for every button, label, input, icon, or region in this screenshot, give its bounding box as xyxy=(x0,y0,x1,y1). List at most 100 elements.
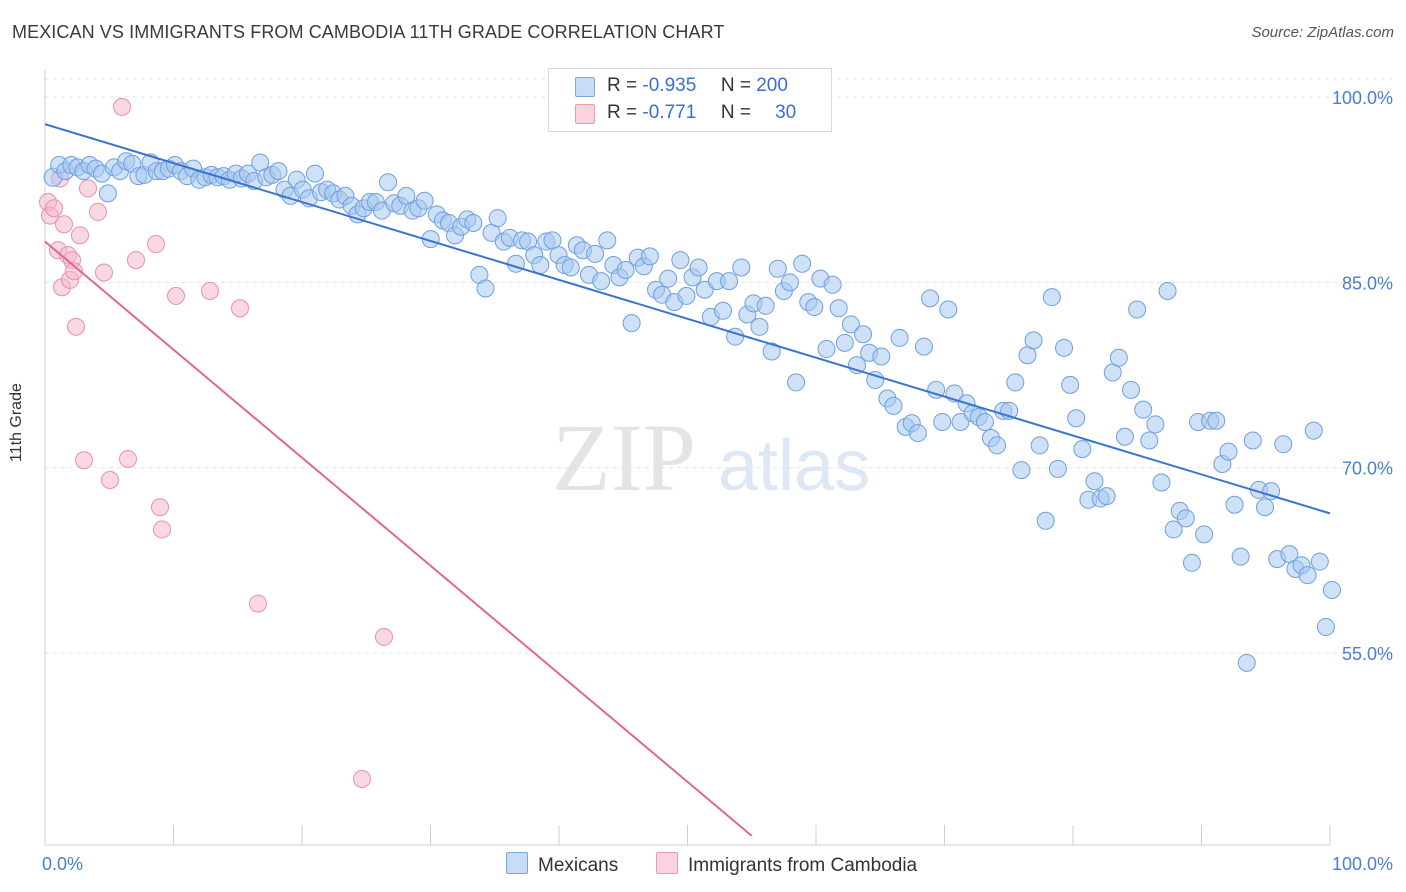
point-mexicans xyxy=(933,412,952,431)
point-cambodia xyxy=(65,262,83,281)
point-mexicans xyxy=(1024,331,1043,350)
point-mexicans xyxy=(1256,498,1274,517)
point-mexicans xyxy=(1012,461,1031,480)
point-mexicans xyxy=(1097,487,1116,506)
point-mexicans xyxy=(835,333,854,352)
point-cambodia xyxy=(79,179,97,198)
bottom-legend-label-cambodia: Immigrants from Cambodia xyxy=(688,855,918,876)
point-mexicans xyxy=(561,258,580,277)
point-mexicans xyxy=(1243,431,1262,450)
point-mexicans xyxy=(866,370,885,389)
point-mexicans xyxy=(732,258,751,277)
point-mexicans xyxy=(817,340,836,359)
legend-n-label: N = xyxy=(720,75,751,96)
point-mexicans xyxy=(305,164,324,183)
legend-swatch-mexicans xyxy=(575,77,595,97)
point-cambodia xyxy=(119,450,137,469)
legend-r-value: -0.771 xyxy=(642,102,697,123)
point-mexicans xyxy=(476,279,495,298)
point-mexicans xyxy=(1048,459,1067,478)
point-mexicans xyxy=(854,325,873,344)
point-mexicans xyxy=(506,254,525,273)
bottom-legend-label-mexicans: Mexicans xyxy=(538,855,619,876)
point-mexicans xyxy=(805,298,824,317)
point-mexicans xyxy=(622,314,641,333)
x-tick-label-max: 100.0% xyxy=(1332,854,1393,874)
legend-r-label: R = xyxy=(607,75,638,96)
legend-text-mexicans: R = -0.935 N = 200 xyxy=(607,75,788,97)
trendline-cambodia xyxy=(44,240,753,837)
bottom-legend-mexicans: Mexicans xyxy=(506,852,618,877)
point-mexicans xyxy=(1237,653,1256,672)
point-cambodia xyxy=(153,520,171,539)
point-cambodia xyxy=(147,235,165,254)
point-mexicans xyxy=(1231,547,1250,566)
point-mexicans xyxy=(988,436,1007,455)
point-mexicans xyxy=(939,300,958,319)
point-mexicans xyxy=(975,412,994,431)
point-mexicans xyxy=(756,296,775,315)
y-tick-label: 55.0% xyxy=(1342,644,1393,664)
point-mexicans xyxy=(1030,436,1049,455)
point-mexicans xyxy=(1042,288,1061,307)
point-cambodia xyxy=(127,251,145,270)
point-mexicans xyxy=(713,301,732,320)
chart-source: Source: ZipAtlas.com xyxy=(1251,24,1394,41)
point-mexicans xyxy=(1176,509,1195,528)
bottom-legend-cambodia: Immigrants from Cambodia xyxy=(656,852,917,877)
point-mexicans xyxy=(598,231,617,250)
bottom-legend-swatch-cambodia xyxy=(656,852,678,874)
watermark-atlas: atlas xyxy=(718,426,870,506)
legend-r-label: R = xyxy=(607,102,638,123)
point-mexicans xyxy=(689,258,708,277)
point-cambodia xyxy=(167,286,185,305)
y-tick-label: 100.0% xyxy=(1332,88,1393,108)
point-cambodia xyxy=(71,226,89,245)
point-mexicans xyxy=(787,373,806,392)
point-mexicans xyxy=(1310,552,1329,571)
point-mexicans xyxy=(640,247,659,266)
point-mexicans xyxy=(762,342,781,361)
point-cambodia xyxy=(95,263,113,282)
point-cambodia xyxy=(75,451,93,470)
legend-text-cambodia: R = -0.771 N = 30 xyxy=(607,102,796,124)
legend-n-value: 200 xyxy=(756,75,788,96)
point-mexicans xyxy=(677,286,696,305)
point-cambodia xyxy=(113,97,131,116)
point-mexicans xyxy=(823,275,842,294)
point-mexicans xyxy=(1006,373,1025,392)
point-mexicans xyxy=(908,424,927,443)
point-cambodia xyxy=(55,215,73,234)
point-mexicans xyxy=(1152,473,1171,492)
point-mexicans xyxy=(921,289,940,308)
point-mexicans xyxy=(464,214,483,233)
point-mexicans xyxy=(659,269,678,288)
point-mexicans xyxy=(1304,421,1323,440)
y-tick-label: 70.0% xyxy=(1342,459,1393,479)
point-mexicans xyxy=(1207,411,1226,430)
point-mexicans xyxy=(1274,435,1293,454)
point-cambodia xyxy=(45,199,63,218)
point-mexicans xyxy=(1146,415,1165,434)
point-mexicans xyxy=(1134,400,1153,419)
point-mexicans xyxy=(379,173,398,192)
point-mexicans xyxy=(1219,442,1238,461)
point-mexicans xyxy=(927,380,946,399)
point-mexicans xyxy=(415,191,434,210)
point-mexicans xyxy=(1262,482,1281,501)
point-mexicans xyxy=(829,299,848,318)
point-mexicans xyxy=(780,273,799,292)
point-mexicans xyxy=(671,251,690,270)
point-mexicans xyxy=(750,317,769,336)
point-mexicans xyxy=(768,259,787,278)
point-mexicans xyxy=(488,209,507,228)
point-cambodia xyxy=(151,498,169,517)
point-mexicans xyxy=(1164,520,1183,539)
correlation-legend: R = -0.935 N = 200 R = -0.771 N = 30 xyxy=(548,68,832,132)
y-tick-label: 85.0% xyxy=(1342,273,1393,293)
point-mexicans xyxy=(1195,525,1214,544)
point-mexicans xyxy=(586,244,605,263)
point-mexicans xyxy=(872,347,891,366)
legend-n-value: 30 xyxy=(775,102,797,123)
